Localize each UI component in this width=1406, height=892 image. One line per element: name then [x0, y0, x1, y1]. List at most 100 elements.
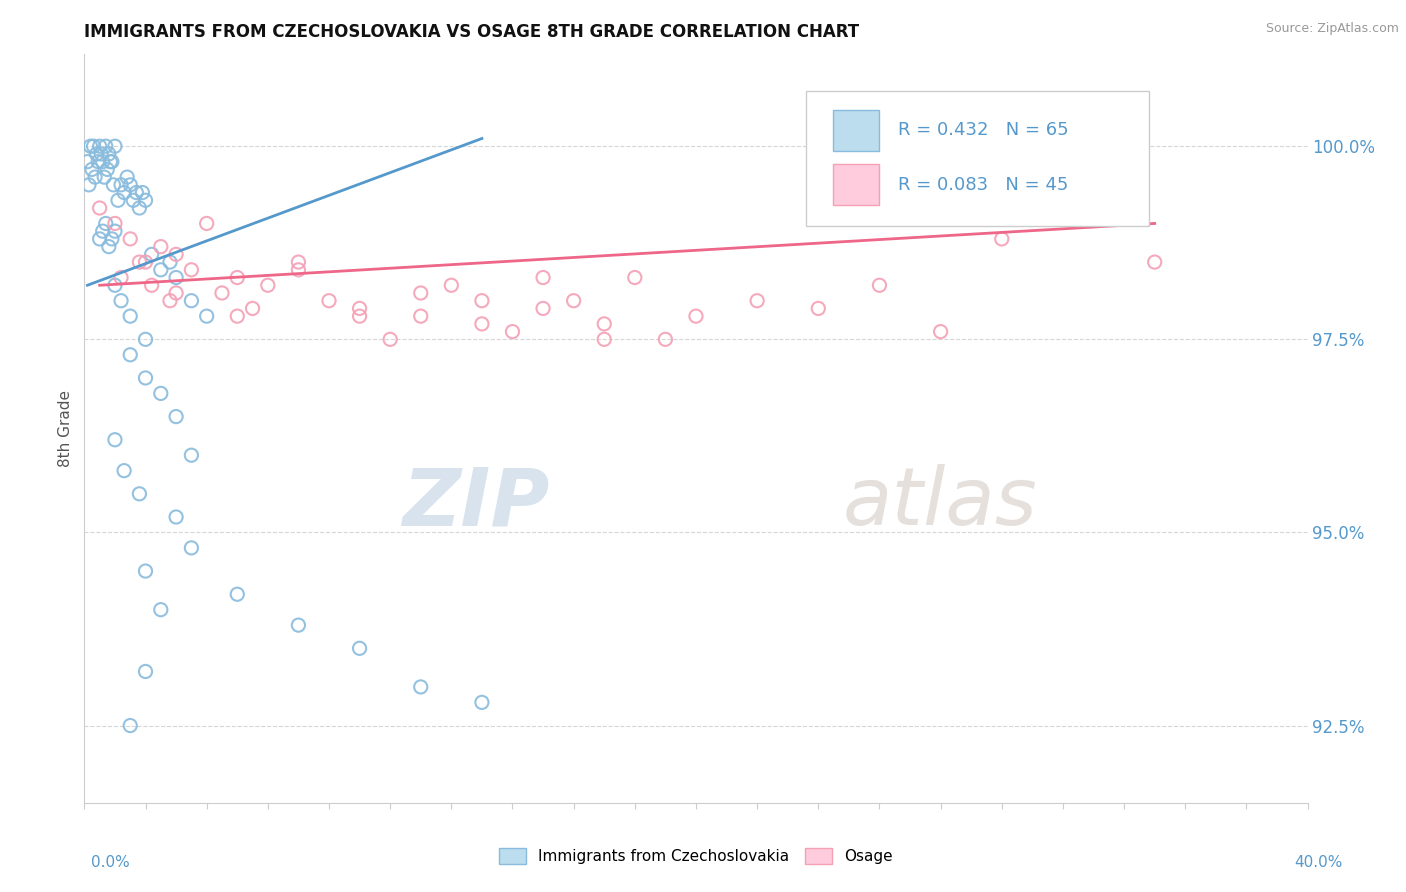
- Point: [115, 170, 138, 185]
- Point: [409, 309, 432, 323]
- Point: [79, 139, 101, 153]
- Point: [141, 278, 163, 293]
- Point: [91, 154, 114, 169]
- Point: [97, 239, 120, 253]
- Point: [929, 325, 952, 339]
- Point: [77, 178, 100, 192]
- Text: atlas: atlas: [842, 464, 1038, 542]
- Point: [257, 278, 280, 293]
- Point: [654, 332, 676, 346]
- Point: [135, 665, 157, 679]
- Point: [135, 332, 157, 346]
- Point: [135, 371, 157, 385]
- Point: [409, 680, 432, 694]
- Point: [287, 618, 309, 632]
- Point: [120, 348, 142, 362]
- Point: [110, 270, 132, 285]
- Point: [93, 170, 115, 185]
- Point: [98, 154, 121, 169]
- Point: [149, 386, 172, 401]
- Point: [165, 270, 187, 285]
- Point: [104, 433, 127, 447]
- Point: [76, 154, 98, 169]
- Point: [101, 154, 124, 169]
- Text: 0.0%: 0.0%: [91, 855, 131, 870]
- Point: [226, 587, 249, 601]
- Point: [624, 270, 647, 285]
- Point: [685, 309, 707, 323]
- Point: [318, 293, 340, 308]
- Point: [180, 293, 202, 308]
- Point: [120, 718, 142, 732]
- Point: [120, 309, 142, 323]
- Point: [125, 186, 148, 200]
- Point: [226, 270, 249, 285]
- Point: [471, 293, 494, 308]
- Point: [471, 695, 494, 709]
- FancyBboxPatch shape: [832, 163, 880, 205]
- Point: [89, 232, 111, 246]
- Point: [180, 262, 202, 277]
- Point: [242, 301, 264, 316]
- Point: [91, 224, 114, 238]
- Point: [349, 309, 371, 323]
- Text: R = 0.432   N = 65: R = 0.432 N = 65: [898, 121, 1069, 139]
- Point: [180, 541, 202, 555]
- Point: [120, 178, 142, 192]
- Point: [97, 147, 120, 161]
- Point: [101, 232, 124, 246]
- Point: [110, 293, 132, 308]
- Point: [86, 147, 108, 161]
- Point: [1143, 255, 1166, 269]
- Point: [128, 201, 150, 215]
- Point: [226, 309, 249, 323]
- Point: [87, 154, 110, 169]
- Point: [94, 217, 117, 231]
- Point: [593, 332, 616, 346]
- Point: [747, 293, 769, 308]
- Point: [120, 232, 142, 246]
- Point: [89, 201, 111, 215]
- Point: [165, 285, 187, 300]
- Point: [380, 332, 402, 346]
- Point: [80, 162, 103, 177]
- Point: [149, 603, 172, 617]
- Point: [180, 448, 202, 462]
- Point: [349, 641, 371, 656]
- Point: [94, 139, 117, 153]
- Point: [89, 139, 111, 153]
- Point: [104, 139, 127, 153]
- Point: [195, 309, 218, 323]
- Point: [211, 285, 233, 300]
- Point: [135, 194, 157, 208]
- Point: [104, 224, 127, 238]
- Point: [112, 464, 135, 478]
- FancyBboxPatch shape: [832, 110, 880, 151]
- Point: [135, 255, 157, 269]
- Point: [409, 285, 432, 300]
- Point: [110, 178, 132, 192]
- Point: [502, 325, 524, 339]
- Point: [991, 232, 1014, 246]
- Point: [104, 217, 127, 231]
- Point: [807, 301, 830, 316]
- Point: [104, 278, 127, 293]
- Point: [349, 301, 371, 316]
- Point: [165, 247, 187, 261]
- Text: IMMIGRANTS FROM CZECHOSLOVAKIA VS OSAGE 8TH GRADE CORRELATION CHART: IMMIGRANTS FROM CZECHOSLOVAKIA VS OSAGE …: [84, 23, 859, 41]
- Point: [869, 278, 891, 293]
- Point: [562, 293, 585, 308]
- Legend: Immigrants from Czechoslovakia, Osage: Immigrants from Czechoslovakia, Osage: [492, 842, 900, 870]
- Point: [593, 317, 616, 331]
- Point: [112, 186, 135, 200]
- Point: [195, 217, 218, 231]
- Point: [83, 139, 105, 153]
- Point: [149, 262, 172, 277]
- Point: [128, 487, 150, 501]
- Point: [287, 262, 309, 277]
- Text: Source: ZipAtlas.com: Source: ZipAtlas.com: [1265, 22, 1399, 36]
- Text: R = 0.083   N = 45: R = 0.083 N = 45: [898, 176, 1069, 194]
- Point: [440, 278, 463, 293]
- Y-axis label: 8th Grade: 8th Grade: [58, 390, 73, 467]
- Point: [287, 255, 309, 269]
